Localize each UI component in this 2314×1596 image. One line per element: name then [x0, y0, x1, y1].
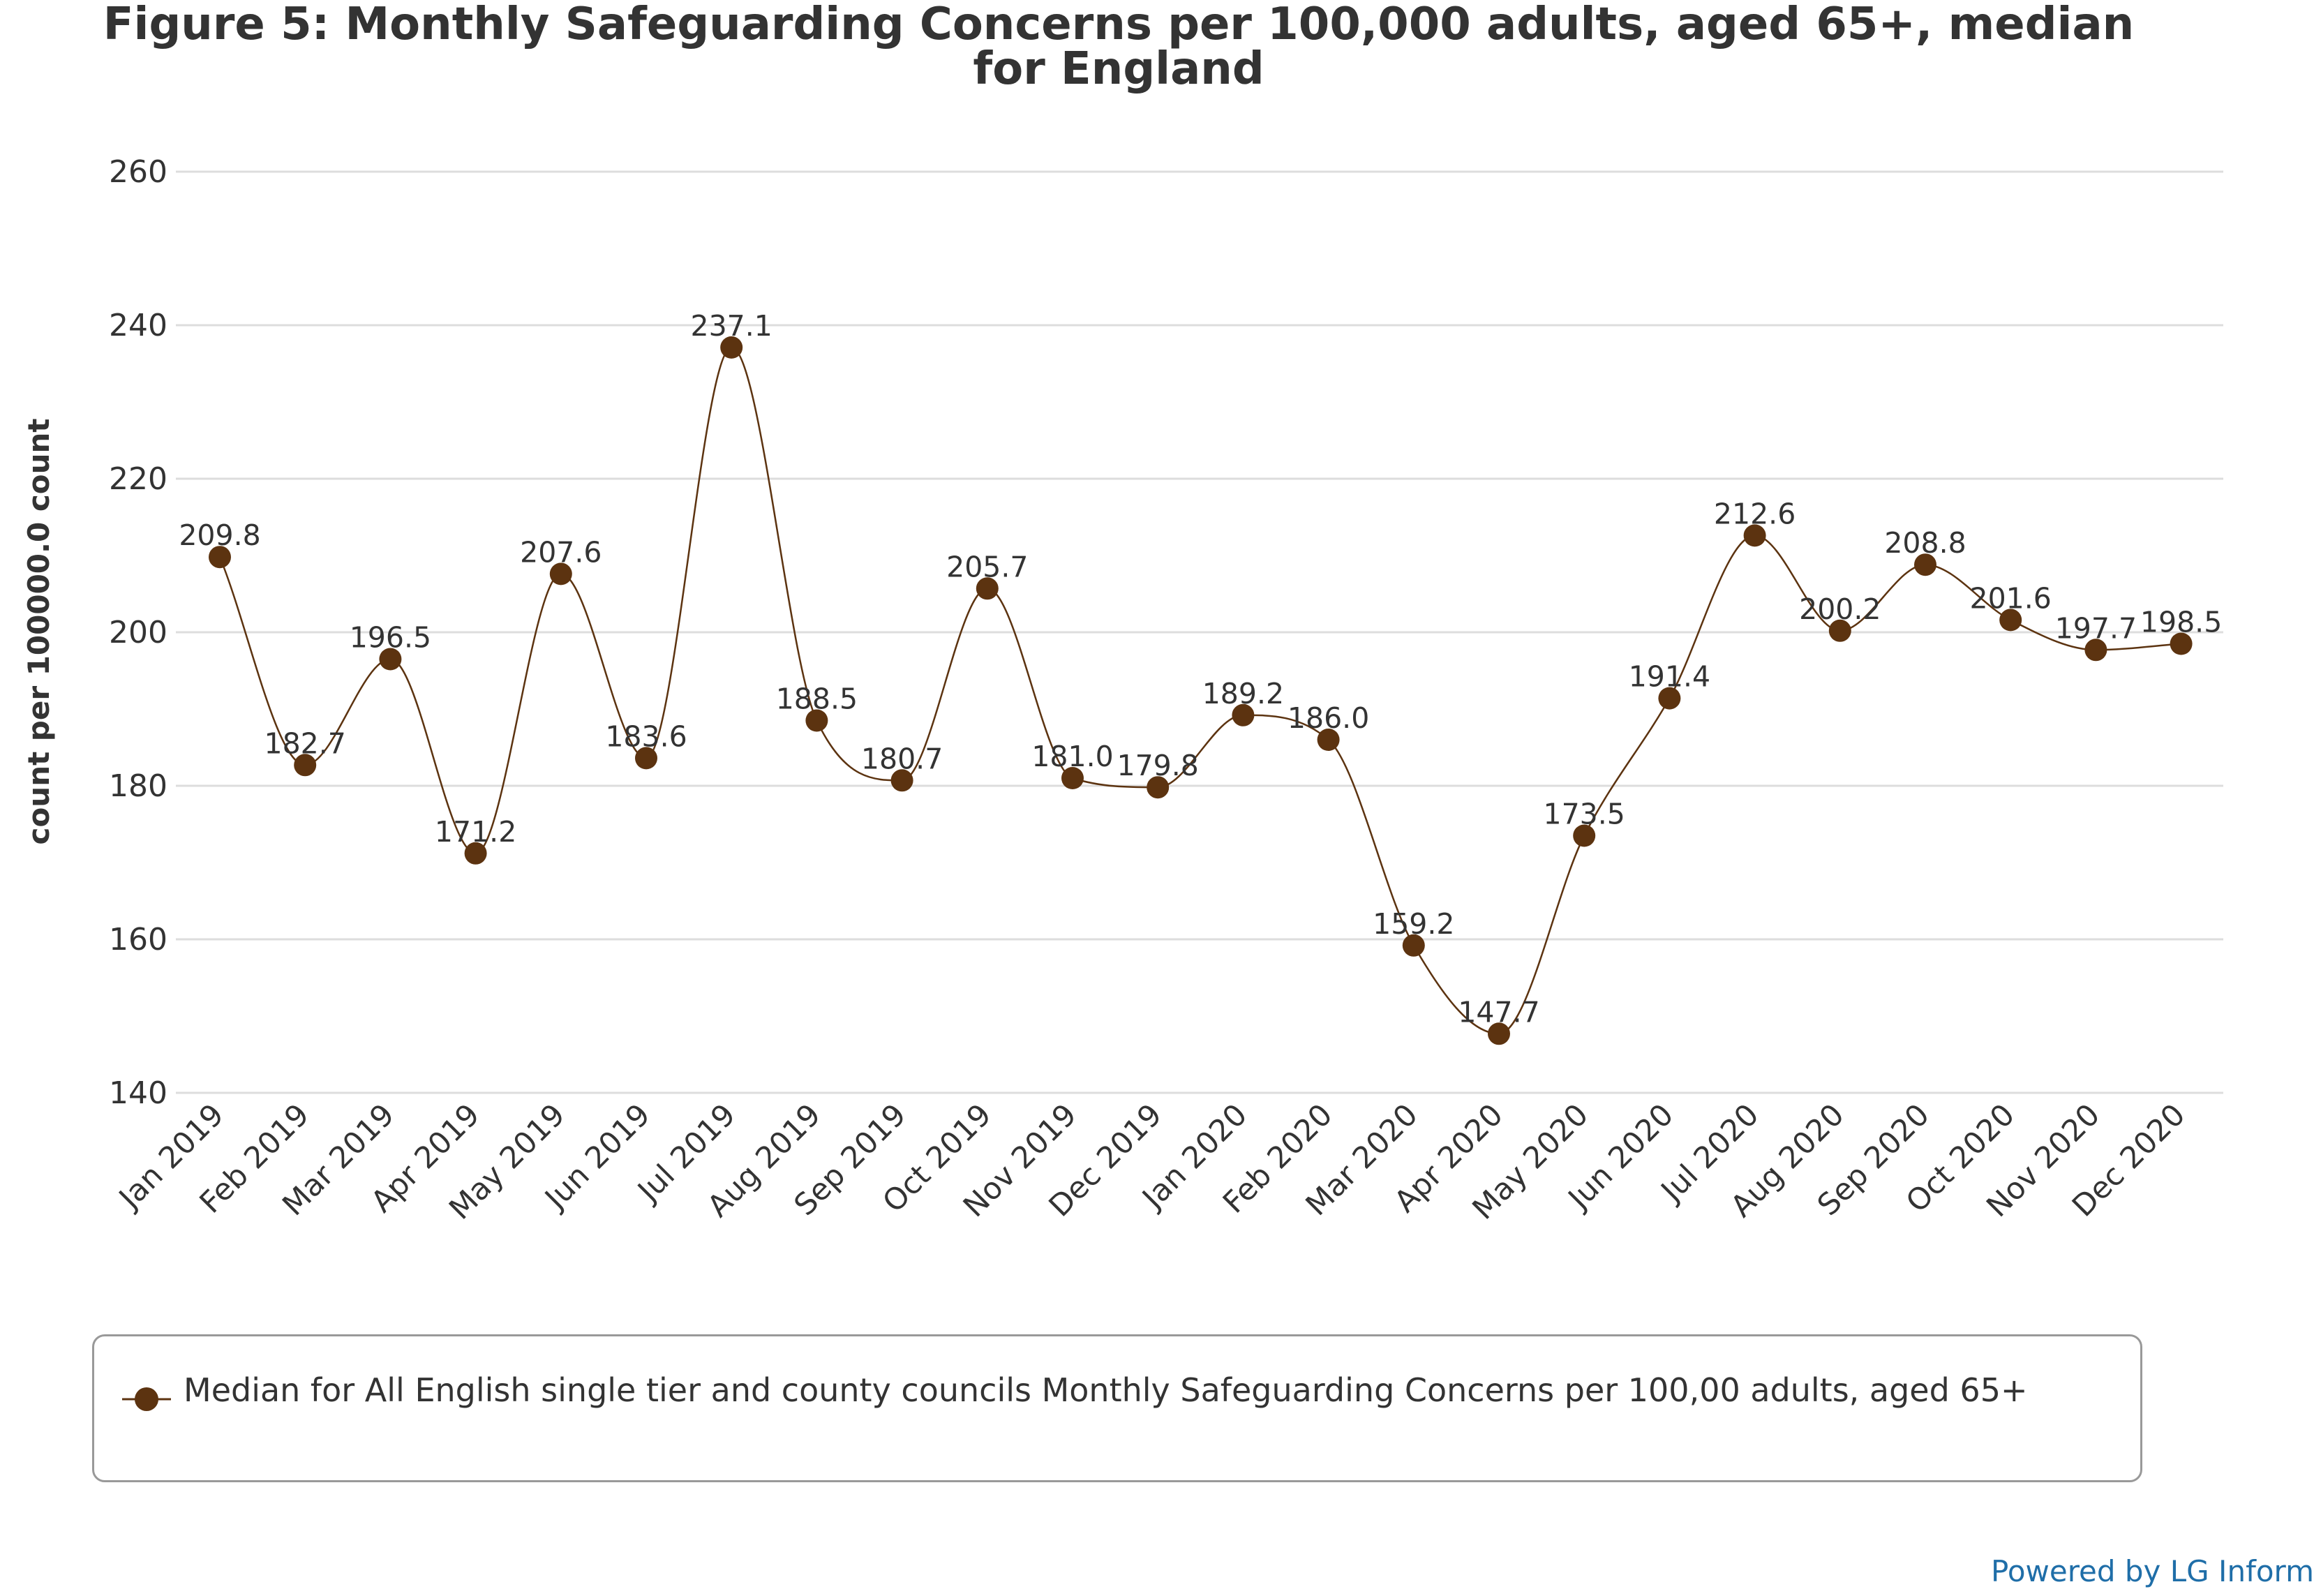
data-point: [1317, 729, 1340, 751]
y-tick-label: 160: [109, 922, 167, 957]
data-label: 212.6: [1714, 497, 1796, 530]
legend[interactable]: Median for All English single tier and c…: [92, 1334, 2142, 1482]
data-point: [1061, 767, 1084, 789]
data-label: 159.2: [1373, 907, 1454, 941]
data-label: 173.5: [1544, 798, 1625, 831]
data-point: [805, 709, 828, 732]
data-point: [1488, 1022, 1510, 1045]
y-tick-label: 260: [109, 154, 167, 190]
data-label: 201.6: [1970, 581, 2052, 615]
series-markers: [209, 336, 2193, 1045]
data-label: 205.7: [946, 550, 1028, 583]
data-label: 208.8: [1884, 526, 1966, 560]
data-point: [1232, 703, 1255, 726]
data-point: [635, 747, 657, 770]
legend-marker-icon: [122, 1387, 171, 1411]
data-label: 147.7: [1458, 995, 1539, 1029]
y-tick-label: 180: [109, 768, 167, 804]
series-line: [218, 346, 2181, 1035]
data-labels: 209.8 182.7 196.5 171.2 207.6 183.6 237.1 188.5…: [179, 309, 2222, 1029]
data-point: [1658, 687, 1681, 710]
legend-label: Median for All English single tier and c…: [184, 1371, 2028, 1409]
data-point: [1828, 619, 1851, 642]
y-tick-label: 200: [109, 615, 167, 650]
data-point: [1914, 553, 1936, 576]
data-point: [976, 577, 999, 600]
y-axis-ticks: 140 160 180 200 220 240 260: [109, 154, 167, 1111]
data-point: [209, 546, 231, 569]
y-tick-label: 140: [109, 1075, 167, 1111]
data-label: 198.5: [2140, 606, 2222, 639]
data-point: [2084, 639, 2107, 662]
data-point: [1573, 824, 1596, 847]
data-label: 171.2: [435, 815, 516, 849]
chart-title-line2: for England: [973, 43, 1264, 95]
data-label: 188.5: [776, 683, 858, 716]
data-point: [2170, 632, 2193, 655]
data-label: 196.5: [350, 621, 431, 655]
data-point: [549, 562, 572, 586]
data-label: 237.1: [691, 309, 772, 343]
data-point: [1147, 776, 1170, 799]
data-point: [1743, 524, 1766, 547]
data-label: 180.7: [861, 742, 943, 775]
data-point: [720, 336, 743, 359]
chart-title-line1: Figure 5: Monthly Safeguarding Concerns …: [103, 0, 2134, 50]
data-label: 207.6: [520, 535, 602, 569]
data-label: 191.4: [1629, 660, 1710, 694]
data-point: [464, 842, 487, 865]
data-label: 209.8: [179, 519, 260, 552]
y-tick-label: 220: [109, 461, 167, 497]
data-label: 181.0: [1031, 740, 1113, 773]
y-tick-label: 240: [109, 308, 167, 343]
data-point: [1402, 934, 1425, 957]
data-point: [1999, 609, 2022, 632]
data-label: 186.0: [1287, 701, 1369, 735]
y-axis-label: count per 100000.0 count: [22, 419, 56, 845]
data-label: 179.8: [1117, 749, 1199, 782]
data-point: [379, 648, 402, 671]
data-label: 197.7: [2055, 611, 2137, 645]
data-point: [294, 754, 317, 777]
data-label: 189.2: [1202, 677, 1284, 710]
powered-by-link[interactable]: Powered by LG Inform: [1990, 1554, 2314, 1588]
data-label: 200.2: [1799, 592, 1881, 626]
data-label: 183.6: [605, 719, 687, 753]
grid: [176, 170, 2223, 1094]
data-point: [890, 769, 913, 792]
data-label: 182.7: [264, 726, 346, 760]
